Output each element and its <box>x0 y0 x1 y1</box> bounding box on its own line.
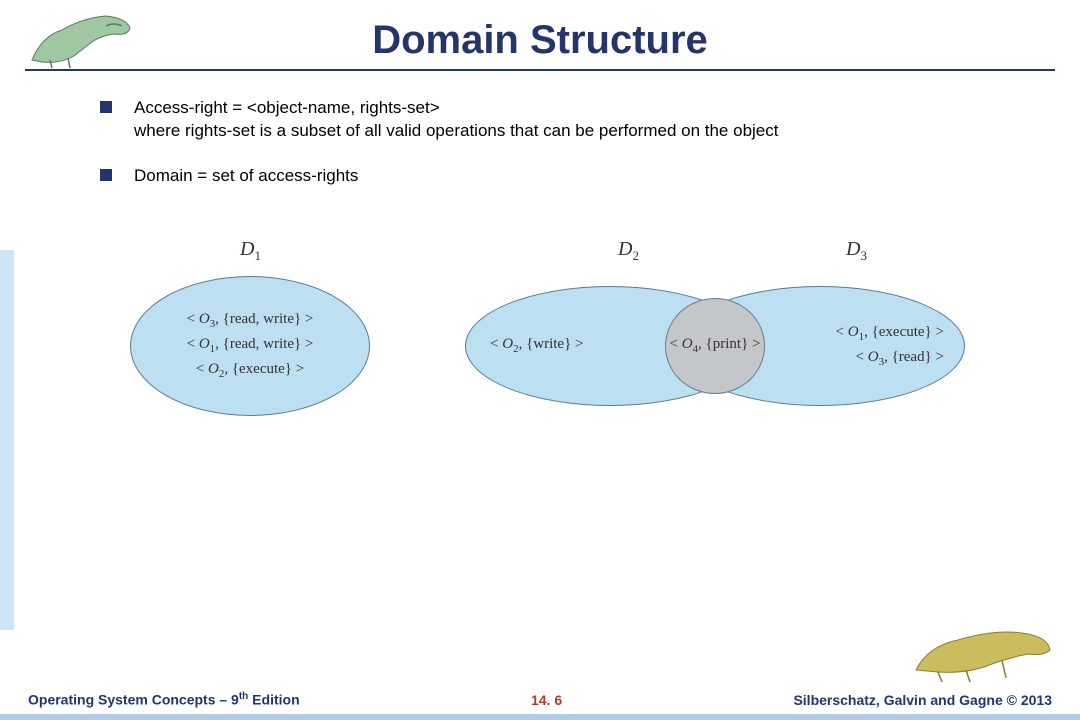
footer-left: Operating System Concepts – 9th Edition <box>28 691 300 708</box>
domain-overlap: < O4, {print} > <box>665 298 765 394</box>
footer-edition-sup: th <box>239 691 248 702</box>
bullet-text: Access-right = <object-name, rights-set>… <box>134 97 778 143</box>
bullet-square-icon <box>100 101 112 113</box>
domain-label: D2 <box>618 238 639 264</box>
bullet-line: Domain = set of access-rights <box>134 166 358 185</box>
side-stripe <box>0 250 14 630</box>
bullet-line: where rights-set is a subset of all vali… <box>134 121 778 140</box>
content-area: Access-right = <object-name, rights-set>… <box>0 71 1080 488</box>
footer-page-number: 14. 6 <box>531 692 562 708</box>
bullet-square-icon <box>100 169 112 181</box>
domain-d1-ellipse: < O3, {read, write} >< O1, {read, write}… <box>130 276 370 416</box>
bullet-item: Domain = set of access-rights <box>100 165 990 188</box>
venn-diagram: D1 D2 D3 < O3, {read, write} >< O1, {read, … <box>110 228 980 488</box>
footer-book-title: Operating System Concepts – 9 <box>28 692 239 708</box>
bullet-item: Access-right = <object-name, rights-set>… <box>100 97 990 143</box>
bullet-text: Domain = set of access-rights <box>134 165 358 188</box>
domain-label: D1 <box>240 238 261 264</box>
slide-title: Domain Structure <box>372 18 708 63</box>
dinosaur-top-icon <box>22 6 142 70</box>
bottom-stripe <box>0 714 1080 720</box>
dinosaur-bottom-icon <box>908 610 1058 686</box>
footer-edition: Edition <box>248 692 299 708</box>
footer-authors: Silberschatz, Galvin and Gagne © 2013 <box>793 692 1052 708</box>
slide-footer: Operating System Concepts – 9th Edition … <box>0 691 1080 708</box>
slide-header: Domain Structure <box>0 0 1080 71</box>
domain-label: D3 <box>846 238 867 264</box>
bullet-line: Access-right = <object-name, rights-set> <box>134 98 440 117</box>
